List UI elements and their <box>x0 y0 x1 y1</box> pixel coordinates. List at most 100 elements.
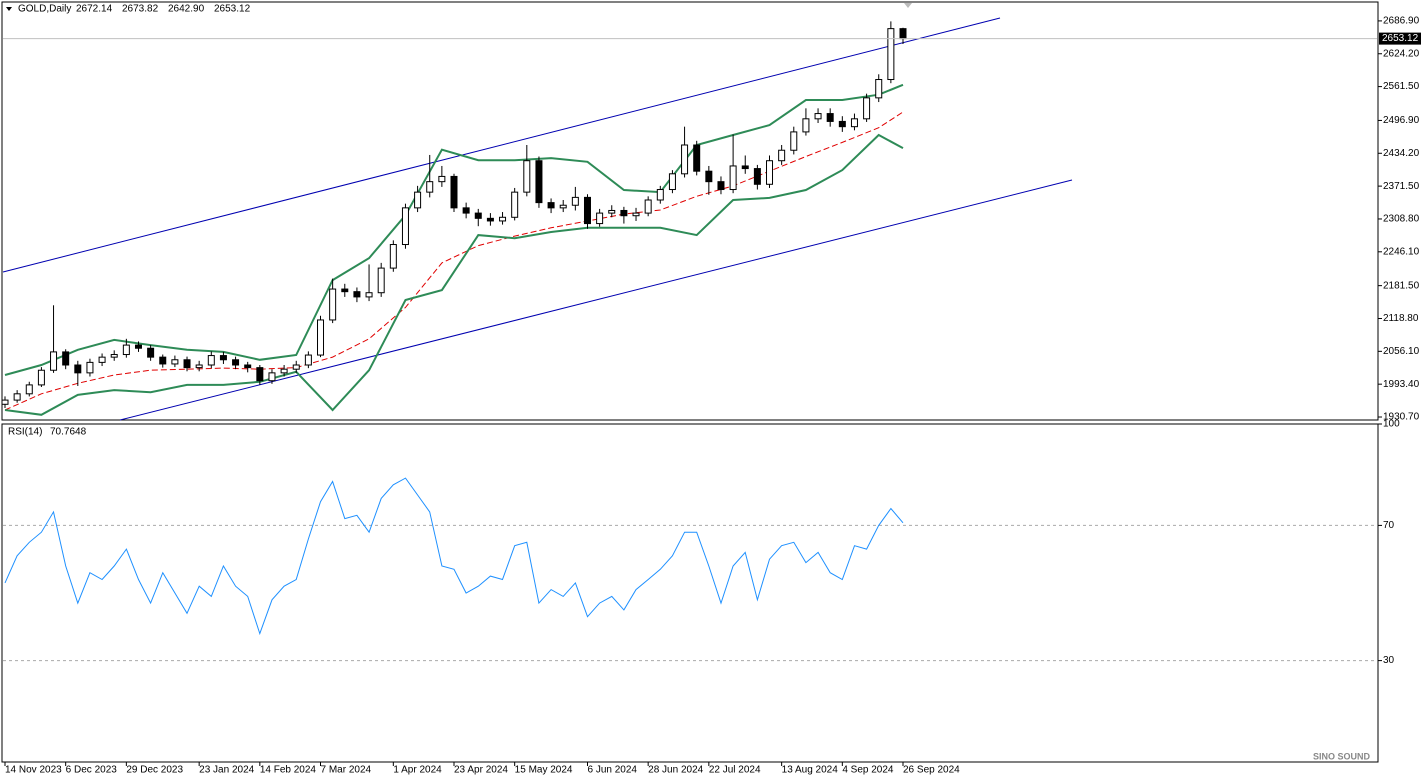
candle-body <box>814 113 822 120</box>
candle-body <box>717 181 725 191</box>
rsi-title: RSI(14) <box>8 427 42 438</box>
ohlc-label: 2642.90 <box>168 4 205 15</box>
candle-body <box>62 351 70 366</box>
candle-body <box>766 160 774 185</box>
candle-body <box>134 344 142 349</box>
candle-body <box>389 244 397 269</box>
candle-body <box>74 364 82 374</box>
price-tag-label: 2653.12 <box>1382 33 1419 44</box>
x-tick-label: 23 Apr 2024 <box>454 765 508 776</box>
candle-body <box>571 196 579 206</box>
watermark: SINO SOUND <box>1313 751 1371 761</box>
candle-body <box>414 191 422 209</box>
y-tick-label: 2561.50 <box>1383 81 1420 92</box>
x-tick-label: 14 Nov 2023 <box>5 765 62 776</box>
candle-body <box>620 209 628 217</box>
candle-body <box>219 355 227 361</box>
y-tick-label: 2181.50 <box>1383 280 1420 291</box>
y-tick-label: 30 <box>1383 655 1395 666</box>
candle-body <box>583 196 591 225</box>
channel-upper <box>2 17 1001 273</box>
x-tick-label: 6 Jun 2024 <box>587 765 637 776</box>
candle-body <box>110 354 118 358</box>
candle-body <box>13 393 21 401</box>
x-tick-label: 15 May 2024 <box>515 765 573 776</box>
candle-body <box>887 28 895 81</box>
price-panel <box>1 1 1379 421</box>
candle-body <box>50 351 58 371</box>
candle-body <box>183 359 191 369</box>
symbol-title: GOLD,Daily <box>18 4 71 15</box>
price-tag <box>1379 32 1421 45</box>
y-tick-label: 1930.70 <box>1383 412 1420 423</box>
x-tick-label: 13 Aug 2024 <box>782 765 839 776</box>
candle-body <box>462 207 470 214</box>
candle-body <box>863 97 871 120</box>
candle-body <box>511 191 519 218</box>
candle-body <box>159 356 167 365</box>
candle-body <box>86 361 94 374</box>
candle-body <box>304 354 312 366</box>
candle-body <box>280 368 288 374</box>
band-lower <box>4 133 904 416</box>
candle-body <box>292 364 300 370</box>
candle-body <box>25 384 33 395</box>
candle-body <box>693 144 701 172</box>
candle-body <box>195 364 203 369</box>
candle-body <box>608 209 616 214</box>
ohlc-label: 2653.12 <box>214 4 251 15</box>
candle-body <box>741 165 749 170</box>
y-tick-label: 2056.10 <box>1383 346 1420 357</box>
candle-body <box>1 399 9 405</box>
candle-body <box>317 319 325 356</box>
menu-arrow[interactable] <box>6 7 12 11</box>
candle-body <box>341 288 349 293</box>
candle-body <box>329 288 337 321</box>
candle-body <box>98 356 106 363</box>
candle-body <box>147 347 155 358</box>
candle-body <box>256 367 264 382</box>
candle-body <box>729 165 737 191</box>
candle-body <box>486 217 494 222</box>
y-tick-label: 2246.10 <box>1383 246 1420 257</box>
candle-body <box>668 173 676 191</box>
candle-body <box>122 344 130 356</box>
candle-body <box>753 168 761 185</box>
x-tick-label: 29 Dec 2023 <box>126 765 183 776</box>
y-tick-label: 2308.80 <box>1383 214 1420 225</box>
y-tick-label: 2496.90 <box>1383 115 1420 126</box>
channel-lower <box>119 179 1073 421</box>
candle-body <box>353 291 361 298</box>
candle-body <box>559 204 567 209</box>
candle-body <box>426 181 434 193</box>
candle-body <box>450 175 458 209</box>
candle-body <box>826 113 834 122</box>
y-tick-label: 2624.20 <box>1383 48 1420 59</box>
candle-body <box>850 118 858 128</box>
y-tick-label: 2434.20 <box>1383 148 1420 159</box>
candle-body <box>656 189 664 201</box>
candle-body <box>547 202 555 209</box>
rsi-value: 70.7648 <box>50 427 87 438</box>
candle-body <box>365 292 373 298</box>
ohlc-label: 2673.82 <box>122 4 159 15</box>
candle-body <box>474 212 482 219</box>
shift-marker <box>904 3 912 8</box>
y-tick-label: 70 <box>1383 520 1395 531</box>
x-tick-label: 4 Sep 2024 <box>842 765 894 776</box>
candle-body <box>644 199 652 214</box>
candle-body <box>244 364 252 369</box>
candle-body <box>899 28 907 40</box>
candle-body <box>790 131 798 151</box>
candle-body <box>632 212 640 217</box>
candle-body <box>802 118 810 133</box>
x-tick-label: 26 Sep 2024 <box>903 765 960 776</box>
candle-body <box>875 79 883 99</box>
rsi-line <box>4 477 904 636</box>
rsi-panel <box>1 423 1379 763</box>
x-tick-label: 7 Mar 2024 <box>321 765 372 776</box>
x-tick-label: 1 Apr 2024 <box>393 765 442 776</box>
x-tick-label: 14 Feb 2024 <box>260 765 317 776</box>
candle-body <box>596 212 604 225</box>
